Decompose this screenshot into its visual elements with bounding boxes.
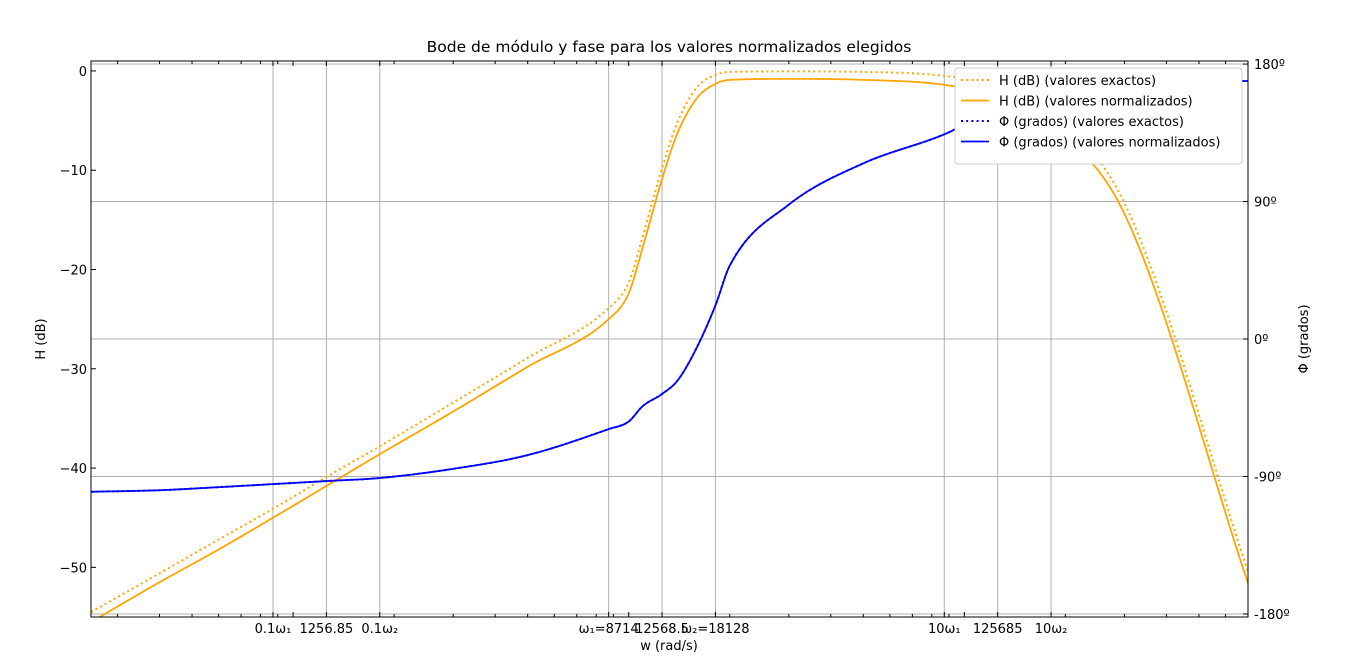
x-tick-label: 0.1ω₁ — [255, 622, 292, 637]
y-axis-label-left: H (dB) — [34, 318, 49, 359]
x-tick-label: 10ω₂ — [1035, 622, 1068, 637]
y-tick-label-right: -180º — [1254, 608, 1290, 623]
series-line-0 — [91, 70, 1248, 613]
chart-title: Bode de módulo y fase para los valores n… — [427, 38, 912, 56]
x-tick-label: 125685 — [973, 622, 1023, 637]
legend-entry-label: H (dB) (valores exactos) — [999, 74, 1156, 89]
y-tick-label-right: -90º — [1254, 470, 1281, 485]
legend: H (dB) (valores exactos) H (dB) (valores … — [954, 67, 1243, 165]
y-tick-label-right: 180º — [1254, 58, 1285, 73]
legend-entry-label: Φ (grados) (valores normalizados) — [999, 136, 1220, 151]
y-tick-label-left: −20 — [60, 264, 87, 279]
x-tick-label: 10ω₁ — [928, 622, 961, 637]
x-tick-label: ω₂=18128 — [681, 622, 749, 637]
y-tick-label-right: 90º — [1254, 196, 1277, 211]
y-axis-label-right: Φ (grados) — [1297, 304, 1312, 373]
y-tick-label-right: 0º — [1254, 333, 1268, 348]
x-tick-label: ω₁=8714 — [579, 622, 639, 637]
y-tick-label-left: −50 — [60, 561, 87, 576]
x-tick-label: 0.1ω₂ — [361, 622, 398, 637]
legend-entry-label: Φ (grados) (valores exactos) — [999, 115, 1184, 130]
x-tick-label: 12568.5 — [635, 622, 689, 637]
y-tick-label-left: −10 — [60, 164, 87, 179]
legend-box — [954, 67, 1243, 165]
y-tick-label-left: −40 — [60, 462, 87, 477]
legend-entry-label: H (dB) (valores normalizados) — [999, 95, 1193, 110]
y-tick-label-left: −30 — [60, 363, 87, 378]
y-tick-label-left: 0 — [79, 65, 87, 80]
x-tick-label: 1256.85 — [300, 622, 354, 637]
x-axis-label: w (rad/s) — [640, 639, 698, 654]
